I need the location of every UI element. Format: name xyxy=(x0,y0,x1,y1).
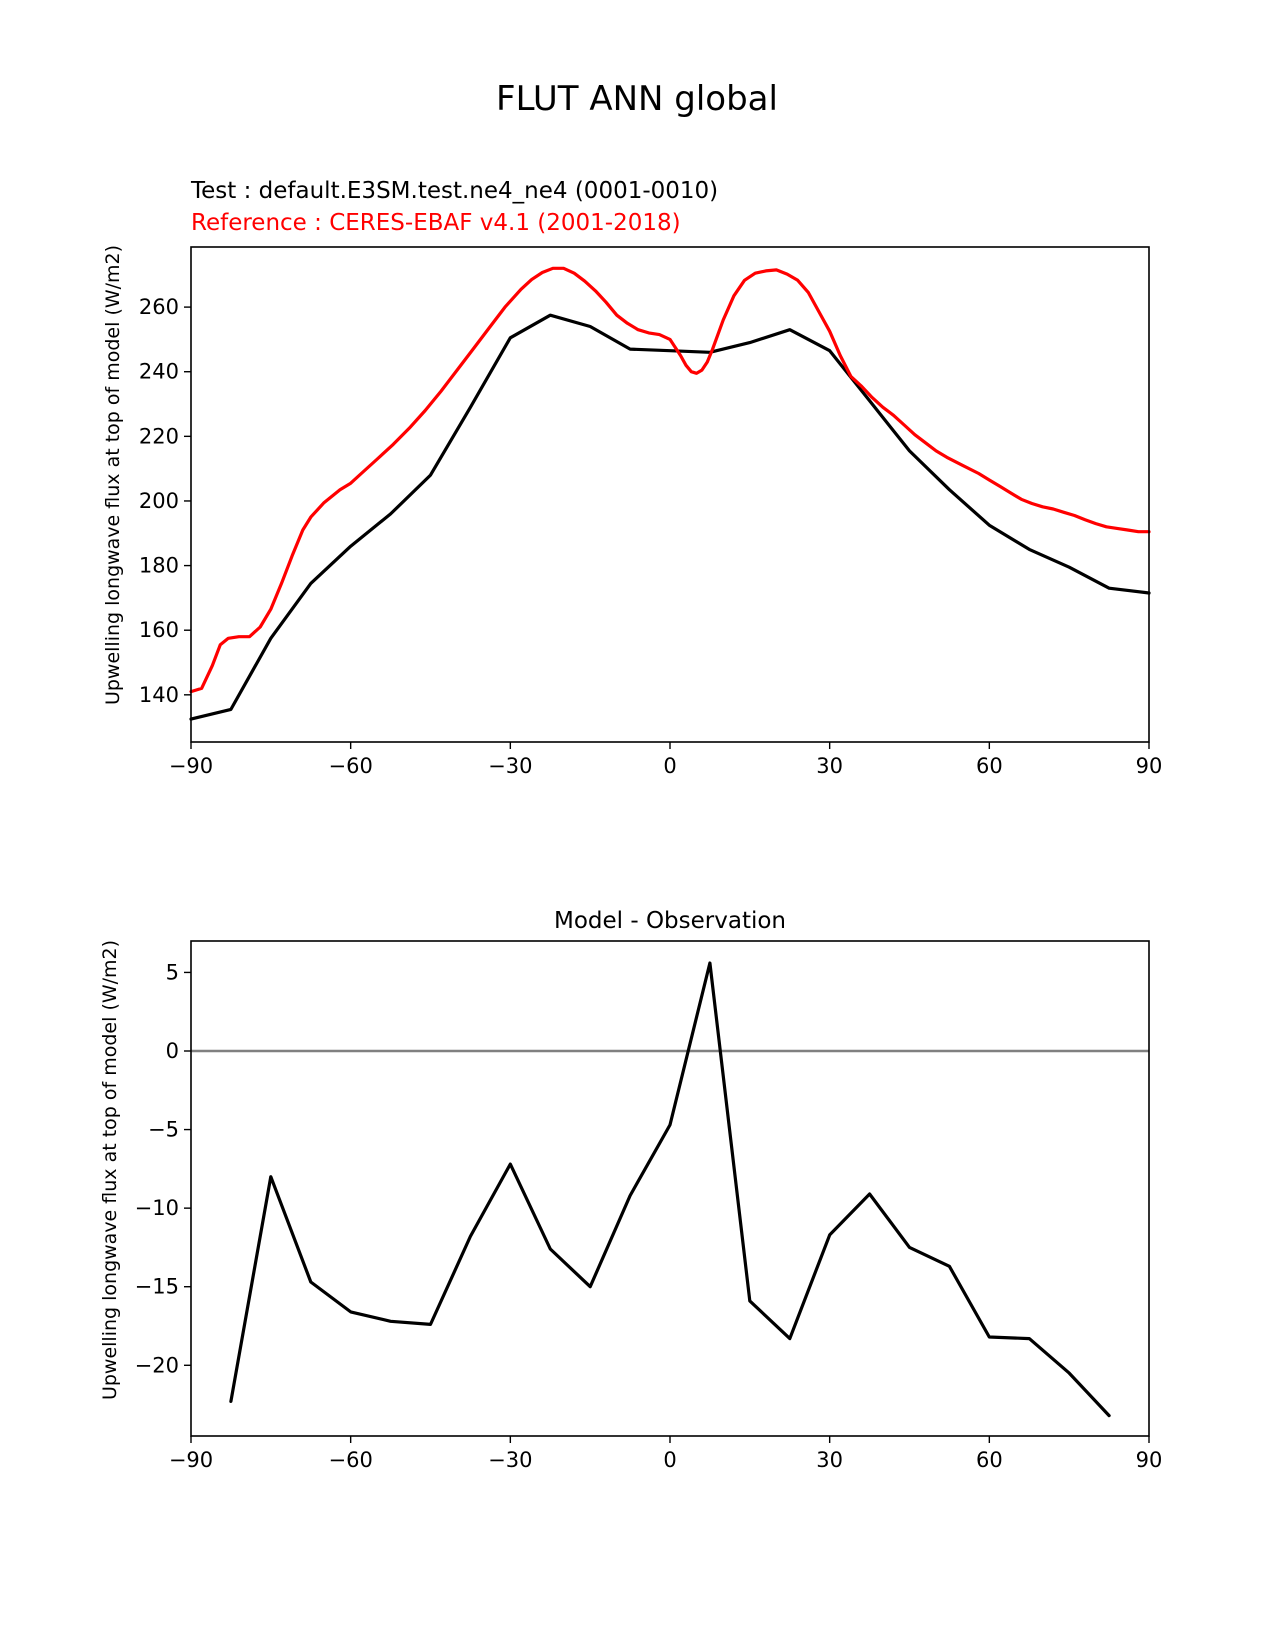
bottom-x-tick-label: 0 xyxy=(663,1448,676,1472)
bottom-x-tick-label: 60 xyxy=(976,1448,1003,1472)
bottom-y-axis-label: Upwelling longwave flux at top of model … xyxy=(99,940,121,1400)
top-y-tick-label: 200 xyxy=(139,489,179,513)
top-y-tick-label: 140 xyxy=(139,683,179,707)
top-y-tick-label: 160 xyxy=(139,618,179,642)
bottom-series-0-line xyxy=(229,961,1111,1418)
top-x-tick-label: −30 xyxy=(488,754,532,778)
bottom-x-tick-label: 90 xyxy=(1136,1448,1163,1472)
bottom-x-tick-label: −90 xyxy=(169,1448,213,1472)
top-plot-frame xyxy=(190,246,1150,743)
top-y-tick-label: 240 xyxy=(139,360,179,384)
top-series-1-line xyxy=(189,266,1151,694)
bottom-chart: Model - Observation Upwelling longwave f… xyxy=(99,908,1162,1472)
top-chart: Test : default.E3SM.test.ne4_ne4 (0001-0… xyxy=(102,178,1162,778)
top-x-tick-label: 30 xyxy=(816,754,843,778)
bottom-x-tick-label: −60 xyxy=(329,1448,373,1472)
figure-title: FLUT ANN global xyxy=(496,79,778,119)
bottom-y-tick-label: −5 xyxy=(148,1118,179,1142)
top-y-axis-label: Upwelling longwave flux at top of model … xyxy=(102,245,124,705)
top-x-tick-label: −60 xyxy=(329,754,373,778)
top-marks: −90 −60 −30 0 30 60 90 140 160 180 200 220 240 260 xyxy=(139,266,1163,778)
top-x-tick-label: 90 xyxy=(1136,754,1163,778)
bottom-x-tick-label: 30 xyxy=(816,1448,843,1472)
top-x-tick-label: −90 xyxy=(169,754,213,778)
reference-label: Reference : CERES-EBAF v4.1 (2001-2018) xyxy=(191,210,681,236)
top-series-0-line xyxy=(189,313,1151,721)
top-y-tick-label: 260 xyxy=(139,295,179,319)
bottom-y-tick-label: −20 xyxy=(135,1353,179,1377)
bottom-y-tick-label: −15 xyxy=(135,1275,179,1299)
top-y-tick-label: 220 xyxy=(139,424,179,448)
top-y-tick-label: 180 xyxy=(139,554,179,578)
bottom-chart-title: Model - Observation xyxy=(554,908,786,934)
bottom-x-tick-label: −30 xyxy=(488,1448,532,1472)
bottom-y-tick-label: −10 xyxy=(135,1196,179,1220)
test-label: Test : default.E3SM.test.ne4_ne4 (0001-0… xyxy=(190,178,718,204)
top-x-tick-label: 60 xyxy=(976,754,1003,778)
bottom-plot-frame xyxy=(190,940,1150,1437)
bottom-y-tick-label: 0 xyxy=(166,1039,179,1063)
bottom-marks: −90 −60 −30 0 30 60 90 −20 −15 −10 −5 0 5 xyxy=(135,960,1163,1472)
top-x-tick-label: 0 xyxy=(663,754,676,778)
bottom-y-tick-label: 5 xyxy=(166,960,179,984)
